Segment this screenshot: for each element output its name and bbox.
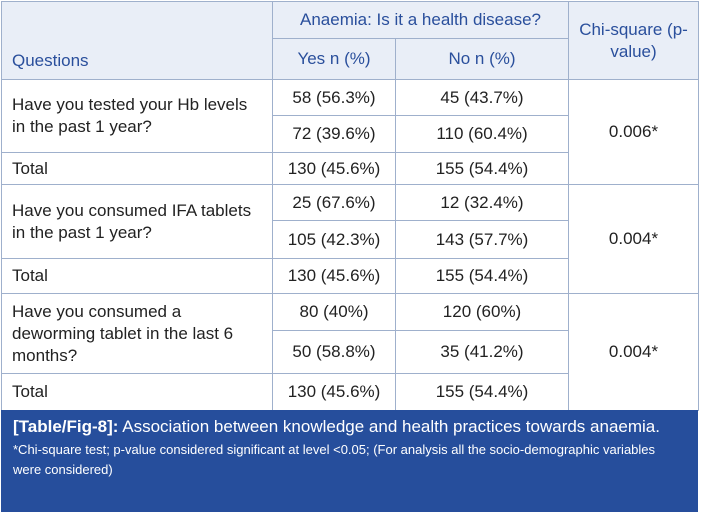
data-table: Questions Anaemia: Is it a health diseas…	[1, 1, 700, 411]
header-questions: Questions	[1, 1, 273, 80]
yes-cell: 50 (58.8%)	[272, 330, 396, 374]
total-label: Total	[1, 258, 273, 294]
header-group: Anaemia: Is it a health disease?	[271, 1, 570, 39]
no-cell: 12 (32.4%)	[394, 184, 570, 221]
yes-cell: 72 (39.6%)	[272, 115, 396, 153]
no-cell: 110 (60.4%)	[394, 115, 570, 153]
yes-cell: 58 (56.3%)	[272, 79, 396, 116]
question-cell: Have you consumed IFA tablets in the pas…	[1, 184, 273, 259]
caption-note: *Chi-square test; p-value considered sig…	[13, 442, 656, 477]
total-no: 155 (54.4%)	[394, 152, 570, 185]
caption-label: [Table/Fig-8]:	[13, 417, 119, 436]
no-cell: 35 (41.2%)	[394, 330, 570, 374]
no-cell: 45 (43.7%)	[394, 79, 570, 116]
total-label: Total	[1, 373, 273, 411]
caption: [Table/Fig-8]: Association between knowl…	[1, 410, 698, 512]
p-value-cell: 0.004*	[568, 184, 700, 294]
total-yes: 130 (45.6%)	[272, 258, 396, 294]
question-cell: Have you consumed a deworming tablet in …	[1, 293, 273, 374]
yes-cell: 25 (67.6%)	[272, 184, 396, 221]
total-no: 155 (54.4%)	[394, 258, 570, 294]
question-cell: Have you tested your Hb levels in the pa…	[1, 79, 273, 153]
p-value-cell: 0.004*	[568, 293, 700, 411]
total-label: Total	[1, 152, 273, 185]
header-no: No n (%)	[394, 38, 570, 80]
no-cell: 120 (60%)	[394, 293, 570, 331]
caption-text: Association between knowledge and health…	[122, 417, 660, 436]
total-no: 155 (54.4%)	[394, 373, 570, 411]
yes-cell: 80 (40%)	[272, 293, 396, 331]
header-yes: Yes n (%)	[272, 38, 396, 80]
total-yes: 130 (45.6%)	[272, 152, 396, 185]
p-value-cell: 0.006*	[568, 79, 700, 185]
yes-cell: 105 (42.3%)	[272, 220, 396, 259]
no-cell: 143 (57.7%)	[394, 220, 570, 259]
header-chi-square: Chi-square (p-value)	[568, 1, 700, 80]
total-yes: 130 (45.6%)	[272, 373, 396, 411]
